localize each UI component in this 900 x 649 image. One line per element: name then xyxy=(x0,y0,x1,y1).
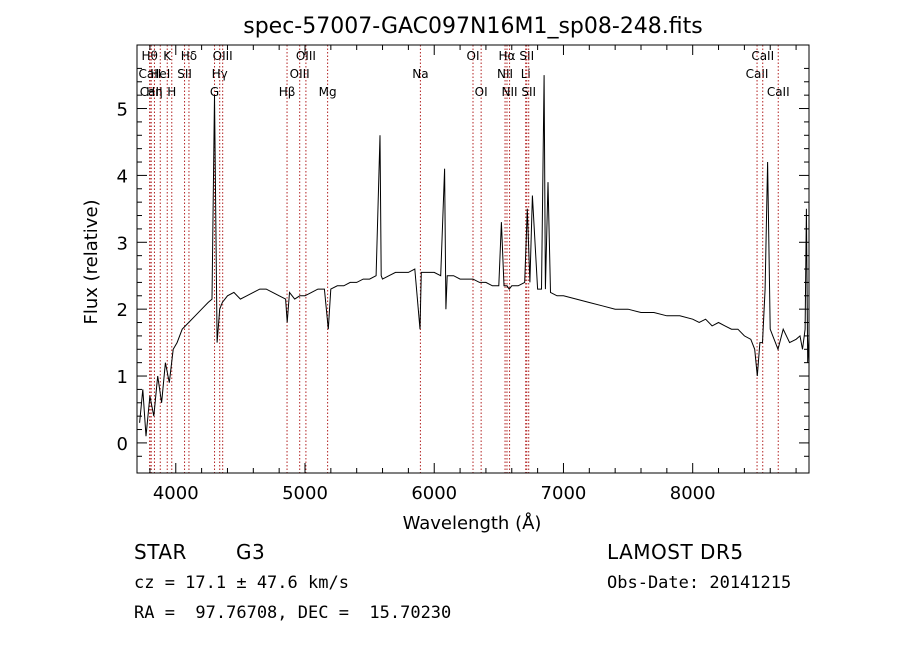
y-tick-label: 1 xyxy=(117,367,128,388)
line-marker-label: CaII xyxy=(751,49,774,63)
object-class: STAR xyxy=(134,540,187,564)
line-marker-label: H xyxy=(167,85,176,99)
x-tick-label: 7000 xyxy=(541,483,587,504)
plot-frame xyxy=(136,44,810,474)
line-marker-label: Hα xyxy=(499,49,516,63)
line-marker-label: SII xyxy=(519,49,534,63)
line-marker-label: Li xyxy=(521,67,531,81)
line-marker-label: NII xyxy=(497,67,513,81)
line-marker-label: NII xyxy=(502,85,518,99)
line-markers: HθCaIICaIIHηHeIKHSIIHδGHγOIIIHβOIIIOIIIM… xyxy=(139,45,790,473)
line-marker-label: Hδ xyxy=(181,49,197,63)
axes: 4000 5000 6000 7000 8000 0 1 2 3 4 5 xyxy=(117,44,810,504)
line-marker-label: Na xyxy=(412,67,428,81)
y-axis-label: Flux (relative) xyxy=(81,199,102,324)
line-marker-label: Hβ xyxy=(279,85,296,99)
x-tick-label: 5000 xyxy=(282,483,328,504)
line-marker-label: SII xyxy=(177,67,192,81)
line-marker-label: G xyxy=(210,85,219,99)
spectrum-line xyxy=(139,75,810,437)
x-axis-label: Wavelength (Å) xyxy=(403,512,542,534)
line-marker-label: CaII xyxy=(767,85,790,99)
line-marker-label: SII xyxy=(521,85,536,99)
line-marker-label: OI xyxy=(467,49,480,63)
y-tick-label: 5 xyxy=(117,100,128,121)
line-marker-label: Hη xyxy=(146,85,163,99)
line-marker-label: CaII xyxy=(139,67,162,81)
line-marker-label: CaII xyxy=(140,85,163,99)
y-tick-label: 2 xyxy=(117,300,128,321)
line-marker-label: OI xyxy=(475,85,488,99)
x-tick-label: 4000 xyxy=(153,483,199,504)
redshift-value: cz = 17.1 ± 47.6 km/s xyxy=(134,573,349,593)
line-marker-label: Hγ xyxy=(212,67,228,81)
line-marker-label: K xyxy=(163,49,172,63)
object-subclass: G3 xyxy=(236,540,266,564)
survey-label: LAMOST DR5 xyxy=(607,540,744,564)
y-tick-label: 3 xyxy=(117,233,128,254)
line-marker-label: OIII xyxy=(290,67,310,81)
y-tick-label: 4 xyxy=(117,166,128,187)
line-marker-label: OIII xyxy=(296,49,316,63)
chart-title: spec-57007-GAC097N16M1_sp08-248.fits xyxy=(243,14,703,39)
line-marker-label: CaII xyxy=(746,67,769,81)
line-marker-label: HeI xyxy=(150,67,170,81)
line-marker-label: OIII xyxy=(213,49,233,63)
coordinates: RA = 97.76708, DEC = 15.70230 xyxy=(134,603,452,623)
x-tick-label: 6000 xyxy=(411,483,457,504)
obs-date: Obs-Date: 20141215 xyxy=(607,573,792,593)
y-tick-label: 0 xyxy=(117,434,128,455)
x-tick-label: 8000 xyxy=(670,483,716,504)
line-marker-label: Mg xyxy=(319,85,337,99)
spectrum-series xyxy=(139,75,810,437)
